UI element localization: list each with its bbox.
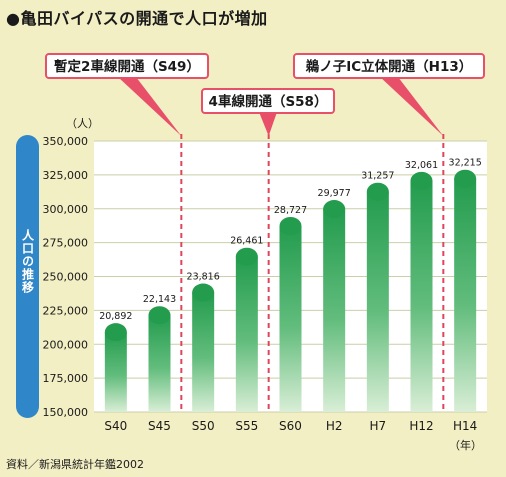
bar-body <box>192 292 215 412</box>
x-unit-label: （年） <box>449 438 482 452</box>
bar-cap <box>366 182 389 201</box>
event-callout: 暫定2車線開通（S49） <box>45 53 209 412</box>
callout-text: 鵜ノ子IC立体開通（H13） <box>305 58 473 75</box>
y-axis-label-badge <box>16 135 39 418</box>
event-callout: 4車線開通（S58） <box>201 88 335 412</box>
bar: 26,461 <box>230 236 263 412</box>
y-tick-label: 325,000 <box>43 169 89 182</box>
x-axis: S40 S45 S50 S55 S60 H2 H7 H12 H14 <box>104 419 477 433</box>
x-tick-label: H12 <box>409 419 433 433</box>
callout-text: 4車線開通（S58） <box>209 93 328 110</box>
bar: 28,727 <box>274 205 307 412</box>
x-tick-label: H2 <box>326 419 343 433</box>
y-unit-label: （人） <box>66 117 99 130</box>
bar: 29,977 <box>318 188 351 412</box>
callout-box <box>201 88 335 114</box>
y-tick-label: 300,000 <box>43 203 89 216</box>
bar-cap <box>148 306 171 325</box>
bar-value-label: 22,143 <box>143 294 176 305</box>
x-tick-label: S55 <box>235 419 258 433</box>
x-tick-label: S50 <box>192 419 215 433</box>
callout-box <box>45 53 209 79</box>
bar: 23,816 <box>187 272 220 412</box>
bar-cap <box>410 171 433 190</box>
x-tick-label: S40 <box>104 419 127 433</box>
x-tick-label: H14 <box>453 419 477 433</box>
callout-pointer <box>380 77 444 136</box>
chart-title: ●亀田バイパスの開通で人口が増加 <box>6 9 268 28</box>
x-tick-label: S60 <box>279 419 302 433</box>
callout-text: 暫定2車線開通（S49） <box>54 58 200 75</box>
bar-value-label: 28,727 <box>274 205 307 216</box>
bar-body <box>366 191 389 412</box>
callout-pointer <box>118 77 182 136</box>
bar-value-label: 29,977 <box>318 188 351 199</box>
bar: 31,257 <box>361 171 394 412</box>
bar-value-label: 32,061 <box>405 160 438 171</box>
bar-body <box>148 315 171 412</box>
bar-cap <box>192 283 215 302</box>
callout-box <box>293 53 485 79</box>
bar: 22,143 <box>143 294 176 412</box>
bar-body <box>235 256 258 412</box>
bar: 20,892 <box>99 311 132 412</box>
x-tick-label: S45 <box>148 419 171 433</box>
bar-body <box>323 209 346 412</box>
y-tick-label: 225,000 <box>43 304 89 317</box>
bar: 32,215 <box>449 158 482 412</box>
y-axis: 150,000 175,000 200,000 225,000 250,000 275,0… <box>43 135 89 419</box>
y-axis-label: 人口の推移 <box>21 228 35 294</box>
x-tick-label: H7 <box>369 419 386 433</box>
bar-cap <box>454 169 477 188</box>
y-tick-label: 150,000 <box>43 406 89 419</box>
bar-cap <box>235 247 258 266</box>
y-tick-label: 275,000 <box>43 237 89 250</box>
bar-value-label: 32,215 <box>449 158 482 169</box>
bar-value-label: 20,892 <box>99 311 132 322</box>
bar: 32,061 <box>405 160 438 412</box>
bar-cap <box>279 216 302 235</box>
bar-body <box>410 180 433 412</box>
bar-cap <box>104 323 127 342</box>
y-tick-label: 250,000 <box>43 271 89 284</box>
callout-pointer <box>259 112 277 136</box>
bars: 20,892 22,143 23,816 26,461 28,727 29,977 31,2… <box>99 158 482 412</box>
bar-cap <box>323 200 346 219</box>
source-note: 資料／新潟県統計年鑑2002 <box>6 458 144 471</box>
bar-body <box>104 332 127 412</box>
bar-value-label: 26,461 <box>230 236 263 247</box>
bar-body <box>454 178 477 412</box>
y-tick-label: 175,000 <box>43 372 89 385</box>
event-markers: 暫定2車線開通（S49） 4車線開通（S58） 鵜ノ子IC立体開通（H13） <box>45 53 485 412</box>
y-tick-label: 350,000 <box>43 135 89 148</box>
bar-value-label: 31,257 <box>361 171 394 182</box>
bar-value-label: 23,816 <box>187 272 220 283</box>
event-callout: 鵜ノ子IC立体開通（H13） <box>293 53 485 412</box>
y-tick-label: 200,000 <box>43 338 89 351</box>
bar-body <box>279 225 302 412</box>
